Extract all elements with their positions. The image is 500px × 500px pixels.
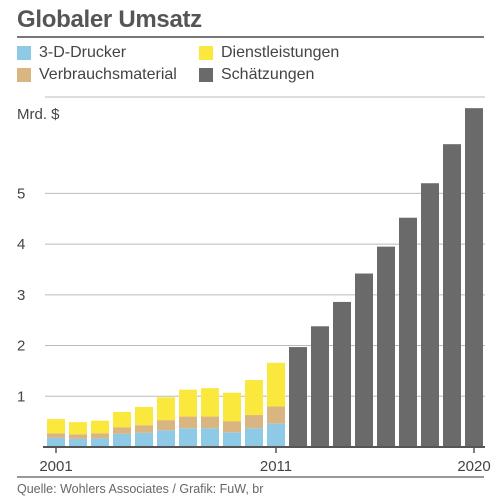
legend-swatch-consumables [17,68,31,82]
bar-estimates-2020 [465,108,483,447]
y-tick-label-3: 3 [17,287,25,304]
legend-label-services: Dienstleistungen [221,44,340,61]
legend-item-services: Dienstleistungen [199,44,339,62]
bar-printers-2001 [47,437,65,447]
x-tick-label-2020: 2020 [457,458,490,475]
bar-printers-2009 [223,432,241,447]
legend-swatch-services [199,46,213,60]
bar-printers-2008 [201,428,219,447]
y-tick-label-4: 4 [17,236,25,253]
bar-services-2007 [179,389,197,417]
bar-estimates-2016 [377,246,395,447]
bar-services-2008 [201,388,219,417]
bar-printers-2010 [245,428,263,447]
bar-consumables-2003 [91,433,109,439]
source-note: Quelle: Wohlers Associates / Grafik: FuW… [17,482,264,496]
bar-services-2011 [267,362,285,407]
bar-consumables-2004 [113,427,131,434]
bar-estimates-2018 [421,183,439,448]
bar-services-2005 [135,406,153,426]
bar-printers-2002 [69,438,87,447]
legend-item-estimates: Schätzungen [199,66,314,84]
y-axis-label: Mrd. $ [17,106,60,123]
bar-consumables-2005 [135,425,153,433]
y-tick-label-1: 1 [17,388,25,405]
y-tick-label-2: 2 [17,338,25,355]
bar-printers-2005 [135,432,153,447]
legend-label-estimates: Schätzungen [221,66,315,83]
bar-consumables-2001 [47,433,65,438]
bar-printers-2004 [113,433,131,447]
bar-estimates-2012 [289,347,307,447]
bar-printers-2006 [157,430,175,447]
legend-swatch-printers [17,46,31,60]
bar-estimates-2019 [443,144,461,447]
legend-swatch-estimates [199,68,213,82]
bar-printers-2007 [179,428,197,447]
bar-estimates-2017 [399,217,417,447]
bar-printers-2003 [91,438,109,447]
bar-consumables-2010 [245,415,263,429]
title-divider [17,36,484,38]
bar-consumables-2007 [179,416,197,429]
bar-estimates-2014 [333,301,351,447]
x-tick-label-2011: 2011 [260,458,292,475]
chart-title: Globaler Umsatz [17,6,202,33]
legend-label-printers: 3-D-Drucker [39,44,127,61]
x-tick-label-2001: 2001 [39,458,72,475]
bar-services-2001 [47,419,65,434]
bar-services-2009 [223,392,241,422]
legend-item-printers: 3-D-Drucker [17,44,126,62]
y-tick-label-5: 5 [17,185,25,202]
bar-services-2003 [91,420,109,434]
bar-estimates-2015 [355,273,373,447]
bar-consumables-2008 [201,416,219,429]
legend-item-consumables: Verbrauchsmaterial [17,66,177,84]
bar-services-2010 [245,380,263,416]
bar-services-2004 [113,412,131,428]
bar-consumables-2002 [69,434,87,439]
bar-consumables-2009 [223,421,241,433]
bar-services-2002 [69,422,87,435]
bar-consumables-2006 [157,420,175,431]
legend-label-consumables: Verbrauchsmaterial [39,66,177,83]
bar-estimates-2013 [311,326,329,447]
bar-services-2006 [157,397,175,421]
bar-printers-2011 [267,423,285,447]
bar-consumables-2011 [267,406,285,424]
